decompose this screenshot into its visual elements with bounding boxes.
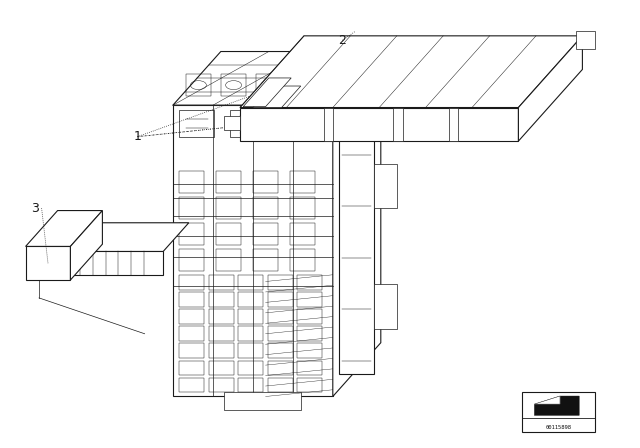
- Polygon shape: [224, 392, 301, 410]
- Polygon shape: [224, 116, 240, 130]
- Text: 1: 1: [134, 130, 141, 143]
- Polygon shape: [393, 108, 403, 141]
- Text: 2: 2: [339, 34, 346, 47]
- Text: 00115898: 00115898: [545, 425, 572, 430]
- Polygon shape: [253, 86, 301, 108]
- Polygon shape: [240, 36, 582, 108]
- Polygon shape: [449, 108, 458, 141]
- Polygon shape: [534, 396, 560, 404]
- Polygon shape: [333, 52, 381, 396]
- Polygon shape: [374, 164, 397, 208]
- Polygon shape: [26, 211, 102, 246]
- Polygon shape: [576, 31, 595, 49]
- Text: 3: 3: [31, 202, 39, 215]
- Polygon shape: [26, 246, 70, 280]
- Polygon shape: [339, 105, 374, 374]
- Polygon shape: [324, 108, 333, 141]
- Polygon shape: [70, 211, 102, 280]
- Polygon shape: [240, 108, 518, 141]
- Polygon shape: [173, 52, 381, 105]
- Polygon shape: [243, 78, 291, 107]
- Polygon shape: [374, 284, 397, 329]
- Polygon shape: [534, 396, 579, 415]
- Polygon shape: [70, 223, 189, 251]
- Polygon shape: [518, 36, 582, 141]
- Polygon shape: [70, 251, 163, 275]
- Polygon shape: [522, 392, 595, 432]
- Polygon shape: [173, 105, 333, 396]
